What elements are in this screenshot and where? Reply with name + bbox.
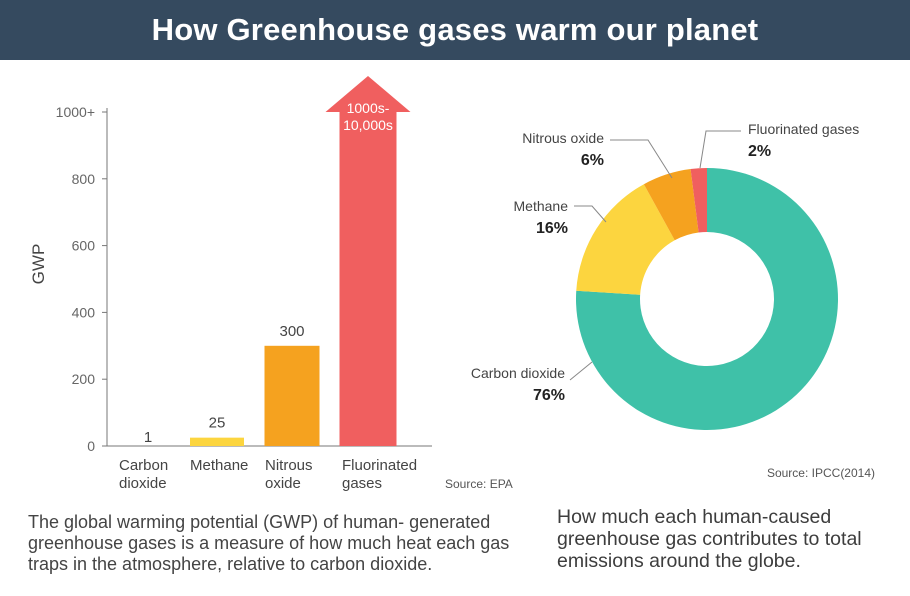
slice-percent-label: 16% [536,220,568,237]
bar-1 [190,437,244,446]
header-banner: How Greenhouse gases warm our planet [0,0,910,60]
bar-value-label: 1000s- [347,100,390,116]
y-axis-title: GWP [29,244,48,285]
y-tick-label: 0 [87,438,95,454]
leader-line [610,139,673,179]
bar-value-label: 1 [144,429,152,446]
slice-name-label: Carbon dioxide [471,365,565,381]
leader-line [699,130,741,169]
emissions-donut-chart: Carbon dioxide 76% Methane 16% Nitrous oxide… [471,121,875,480]
bar-chart-source: Source: EPA [445,477,513,491]
leader-line [569,361,593,381]
slice-percent-label: 2% [748,143,771,160]
y-tick-label: 200 [72,371,96,387]
x-category-label: oxide [265,475,301,492]
donut-chart-caption: How much each human-caused greenhouse ga… [557,506,862,572]
y-tick-label: 600 [72,238,96,254]
x-category-label: Carbon [119,457,168,474]
slice-name-label: Nitrous oxide [522,130,604,146]
slice-name-label: Fluorinated gases [748,121,859,137]
leader-line [574,205,607,223]
y-tick-label: 400 [72,304,96,320]
slice-percent-label: 76% [533,387,565,404]
slice-name-label: Methane [514,198,569,214]
donut-slice-fluorinated-gases [690,168,707,233]
x-category-label: dioxide [119,475,167,492]
donut-slice-nitrous-oxide [643,169,699,241]
bar-2 [264,345,320,446]
x-category-label: Nitrous [265,457,313,474]
bar-value-label: 300 [279,323,304,340]
y-tick-label: 800 [72,171,96,187]
bar-value-label: 25 [209,415,226,432]
bar-fluorinated-gases [325,76,411,446]
x-category-label: Methane [190,457,248,474]
slice-percent-label: 6% [581,152,604,169]
donut-slice-methane [576,184,675,295]
x-category-label: gases [342,475,382,492]
donut-chart-source: Source: IPCC(2014) [767,466,875,480]
bar-value-label: 10,000s [343,117,393,133]
y-tick-label: 1000+ [56,104,95,120]
bar-chart-caption: The global warming potential (GWP) of hu… [28,512,510,574]
donut-slice-carbon-dioxide [575,168,838,430]
x-category-label: Fluorinated [342,457,417,474]
page-title: How Greenhouse gases warm our planet [151,12,759,47]
